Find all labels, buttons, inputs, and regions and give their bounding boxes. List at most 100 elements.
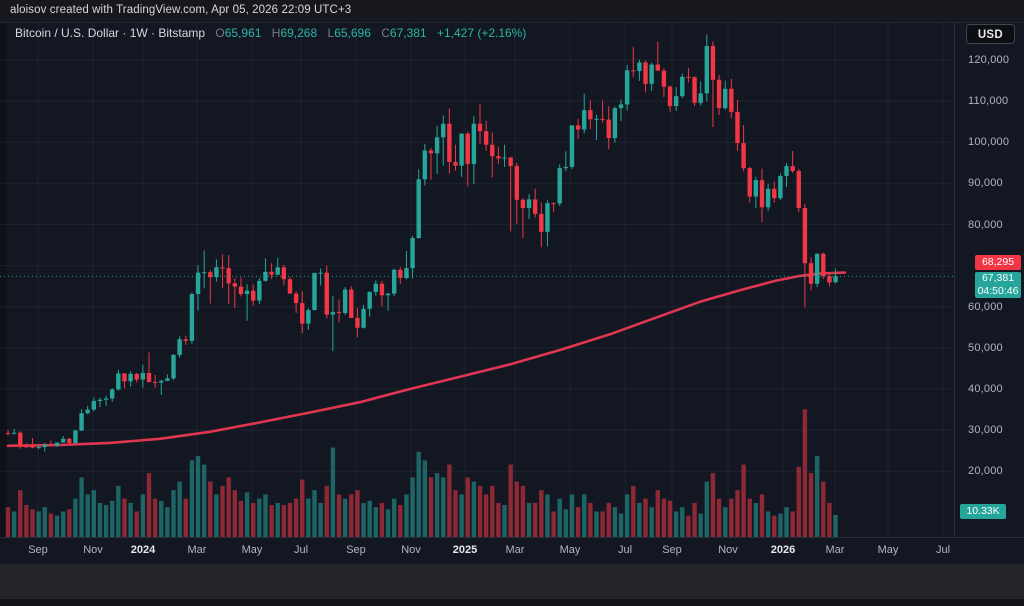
candle-body (60, 438, 66, 443)
volume-bar (637, 502, 642, 537)
candle-body (526, 199, 532, 209)
time-axis[interactable]: Sep Nov 2024 Mar May Jul Sep Nov 2025 Mar May Jul Se… (0, 537, 1024, 564)
volume-bar (747, 498, 752, 537)
candle-body (483, 131, 489, 145)
chart-pane[interactable] (0, 23, 954, 537)
volume-bar (441, 477, 446, 537)
volume-bar (318, 502, 323, 537)
candle-body (673, 96, 679, 107)
candle-body (349, 289, 354, 318)
volume-bar (336, 494, 342, 537)
volume-bar (36, 511, 41, 537)
volume-bar (618, 513, 624, 537)
volume-bar (772, 515, 777, 537)
candle-body (447, 123, 452, 163)
candle-body (514, 166, 519, 200)
volume-bar (122, 498, 127, 537)
volume-bar (5, 507, 11, 537)
volume-bar (263, 494, 268, 537)
volume-bar (244, 492, 250, 537)
candle-body (710, 46, 716, 80)
volume-bar (312, 490, 317, 537)
volume-bar (833, 514, 838, 537)
candle-body (5, 433, 11, 435)
price-axis-label: 100,000 (968, 136, 1010, 149)
volume-bar (735, 490, 740, 537)
candle-body (103, 398, 109, 400)
volume-bar (569, 494, 575, 537)
candle-body (821, 253, 826, 276)
last-price-badge: 67,381 04:50:46 (975, 272, 1021, 298)
volume-bar (330, 447, 336, 537)
candle-body (116, 373, 121, 390)
candle-body (336, 312, 342, 314)
volume-bar (342, 498, 348, 537)
candle-body (171, 354, 176, 379)
candle-body (195, 272, 201, 295)
candle-body (404, 268, 409, 278)
price-axis[interactable]: 120,000 110,000 100,000 90,000 80,000 60,000 5… (954, 23, 1024, 562)
currency-toggle-button[interactable]: USD (965, 24, 1015, 44)
price-axis-label: 120,000 (968, 54, 1010, 66)
candle-body (588, 110, 593, 120)
candle-body (814, 253, 820, 284)
volume-bar (649, 507, 654, 537)
volume-bar (477, 485, 483, 537)
candle-body (539, 213, 544, 232)
candle-body (741, 143, 746, 169)
candle-body (441, 123, 446, 138)
volume-bar (195, 456, 201, 537)
footer-bottom-strip (0, 599, 1024, 606)
candle-body (808, 263, 814, 284)
volume-bar (588, 502, 593, 537)
candle-body (226, 268, 231, 284)
volume-bar (103, 505, 109, 537)
candle-body (434, 137, 440, 154)
low-value: 65,696 (334, 26, 371, 40)
candle-body (391, 269, 397, 294)
volume-bar (349, 494, 354, 537)
volume-bar (116, 485, 121, 537)
candle-body (747, 168, 752, 197)
volume-bar (67, 509, 72, 537)
candle-body (796, 171, 801, 209)
volume-bar (667, 500, 673, 537)
candle-body (680, 76, 685, 97)
volume-badge: 10.33K (960, 504, 1006, 519)
candle-body (784, 166, 789, 176)
candle-body (318, 272, 323, 274)
candle-body (477, 123, 483, 132)
attribution-text: aloisov created with TradingView.com, Ap… (10, 4, 352, 16)
low-label: L (327, 26, 335, 40)
volume-bar (582, 494, 587, 537)
volume-bar (612, 507, 618, 537)
candle-body (208, 272, 213, 278)
candle-body (361, 308, 366, 328)
candle-body (410, 238, 415, 269)
price-axis-label: 80,000 (968, 218, 1003, 231)
volume-bar (208, 481, 213, 537)
candle-body (496, 156, 501, 159)
time-axis-month-label: Sep (346, 544, 366, 556)
volume-bar (189, 460, 195, 537)
candle-body (606, 119, 611, 139)
bar-countdown: 04:50:46 (977, 285, 1019, 297)
volume-bar (698, 513, 703, 537)
time-axis-month-label: Sep (28, 544, 48, 556)
candle-body (502, 157, 507, 159)
volume-bar (391, 498, 397, 537)
volume-bar (741, 464, 746, 537)
volume-bar (159, 500, 164, 537)
volume-bar (759, 494, 765, 537)
candle-body (201, 272, 207, 274)
volume-bar (373, 507, 378, 537)
candle-body (453, 162, 458, 166)
high-label: H (271, 26, 281, 40)
volume-bar (410, 477, 415, 537)
candle-body (667, 86, 673, 107)
candle-body (232, 283, 238, 287)
candle-body (134, 373, 139, 380)
candle-body (618, 104, 624, 109)
candle-body (91, 400, 97, 410)
